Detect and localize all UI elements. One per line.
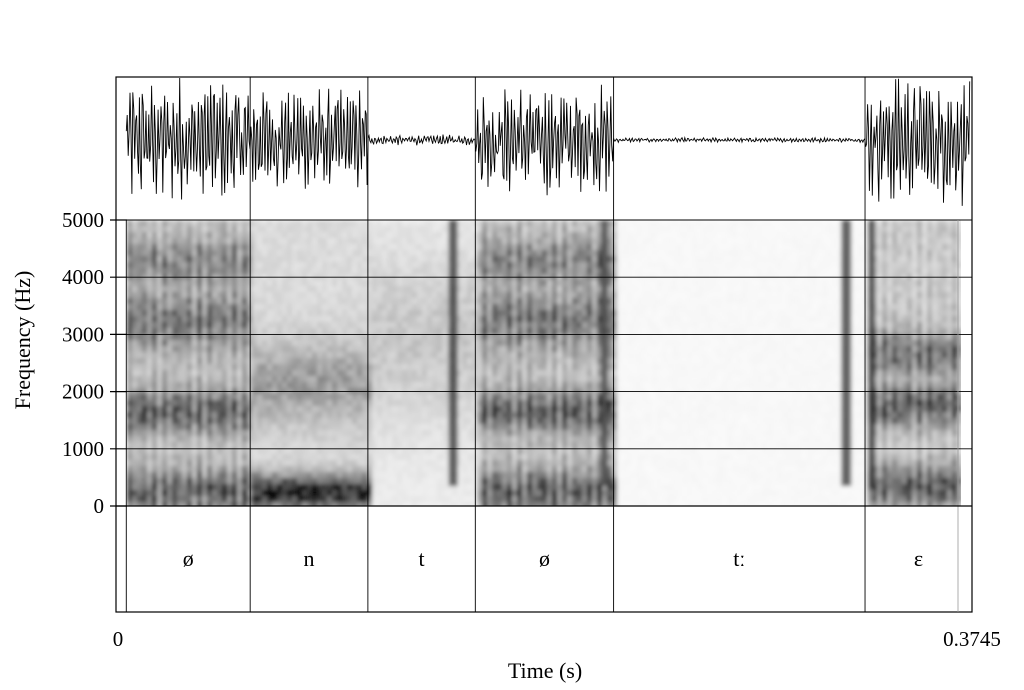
y-tick-label: 2000 (62, 380, 104, 404)
y-tick-label: 4000 (62, 265, 104, 289)
x-axis-label: Time (s) (508, 658, 582, 683)
segment-label: ɛ (914, 546, 923, 571)
segment-label: ø (539, 546, 550, 571)
x-tick-end: 0.3745 (943, 627, 1001, 651)
plot-frame (115, 76, 973, 613)
x-tick-start: 0 (113, 627, 124, 651)
y-axis: 0 1000 2000 3000 4000 5000 (62, 208, 127, 518)
segment-boundaries (125, 77, 959, 612)
segment-label: tː (733, 546, 745, 571)
y-tick-label: 0 (94, 494, 105, 518)
segment-label: n (304, 546, 315, 571)
segment-label: t (419, 546, 425, 571)
segment-labels: ø n t ø tː ɛ (183, 546, 923, 571)
y-tick-label: 5000 (62, 208, 104, 232)
y-tick-label: 3000 (62, 322, 104, 346)
segment-label: ø (183, 546, 194, 571)
y-axis-label: Frequency (Hz) (10, 271, 35, 410)
waveform-panel (125, 77, 971, 206)
waveform-trace (125, 77, 971, 206)
spectrogram-panel (127, 220, 961, 506)
y-tick-label: 1000 (62, 437, 104, 461)
